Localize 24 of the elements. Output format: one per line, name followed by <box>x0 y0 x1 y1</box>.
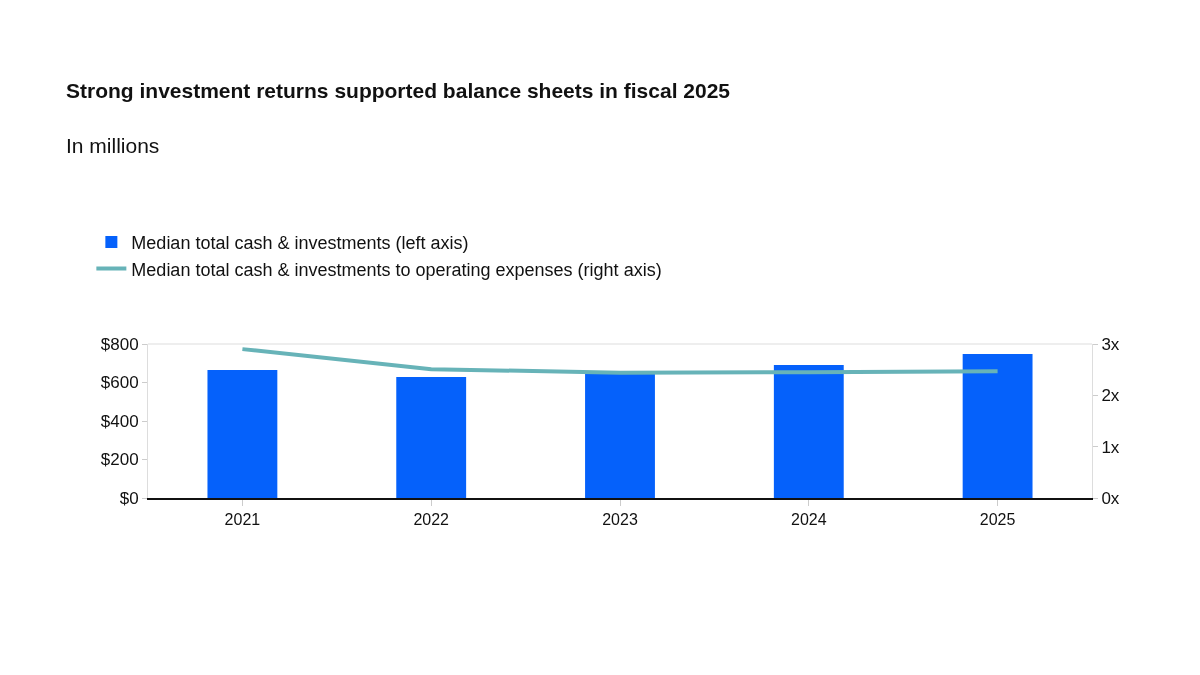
bar <box>585 373 655 498</box>
legend-label: Median total cash & investments (left axis) <box>131 233 469 254</box>
x-tick-label: 2025 <box>979 511 1016 529</box>
chart-subtitle: In millions <box>66 133 160 157</box>
bar <box>773 364 844 498</box>
x-tick-label: 2022 <box>413 511 450 529</box>
y2-tick-label: 1x <box>1101 437 1120 457</box>
x-tick-label: 2023 <box>602 511 638 529</box>
bar <box>962 354 1033 498</box>
legend-label: Median total cash & investments to operating expenses (right axis) <box>131 259 662 280</box>
y-tick-label: $800 <box>100 334 139 354</box>
x-tick-label: 2024 <box>791 511 827 529</box>
y-tick-label: $400 <box>100 411 139 431</box>
y-tick-label: $600 <box>100 373 139 393</box>
y2-tick-label: 2x <box>1101 386 1120 406</box>
y-tick-label: $200 <box>100 450 139 470</box>
line-series <box>240 347 1000 375</box>
chart-title: Strong investment returns supported balance sheets in fiscal 2025 <box>66 79 731 102</box>
y2-tick-label: 0x <box>1101 488 1120 508</box>
bar <box>396 376 467 498</box>
x-tick-label: 2021 <box>224 511 261 529</box>
y-tick-label: $0 <box>119 488 139 508</box>
y2-tick-label: 3x <box>1101 334 1120 354</box>
bar <box>207 369 278 498</box>
